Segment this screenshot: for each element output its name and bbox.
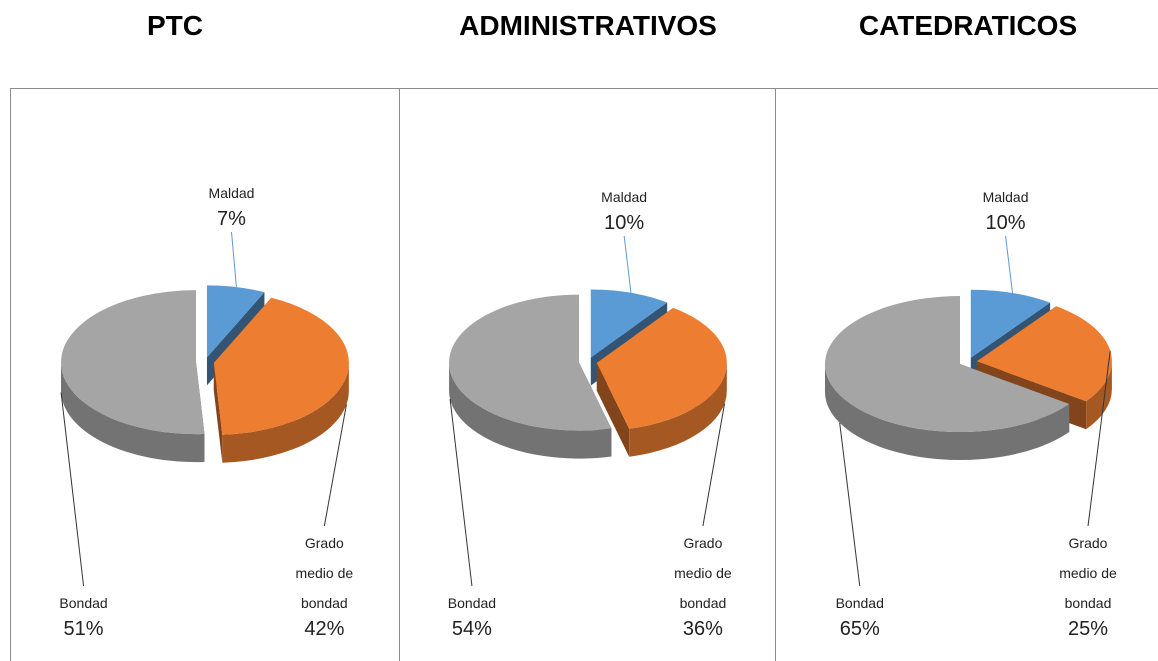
data-label: Grado medio de bondad 36% bbox=[665, 528, 741, 640]
leader-line bbox=[323, 404, 347, 527]
data-label: Maldad 10% bbox=[586, 182, 662, 234]
category-label: Bondad bbox=[59, 595, 108, 611]
data-label: Bondad 54% bbox=[434, 588, 510, 640]
slice bbox=[61, 290, 205, 435]
leader-line bbox=[60, 392, 85, 587]
slice-side bbox=[824, 364, 1070, 461]
chart-title: CATEDRATICOS bbox=[858, 10, 1078, 41]
value-label: 42% bbox=[304, 618, 345, 640]
chart-title: PTC bbox=[147, 10, 203, 41]
slice-side bbox=[61, 362, 205, 463]
value-label: 7% bbox=[217, 208, 246, 230]
value-label: 25% bbox=[1067, 618, 1109, 640]
slice bbox=[590, 289, 668, 358]
value-label: 65% bbox=[839, 618, 880, 640]
slice-cut-face bbox=[213, 362, 223, 463]
data-label: Maldad 7% bbox=[194, 178, 270, 230]
category-label: Maldad bbox=[601, 189, 648, 205]
data-label: Bondad 51% bbox=[46, 588, 122, 640]
slice bbox=[206, 285, 265, 358]
slice bbox=[976, 306, 1112, 402]
category-label: Grado medio de bondad bbox=[295, 535, 354, 611]
slice-side bbox=[449, 362, 612, 459]
value-label: 10% bbox=[985, 212, 1026, 234]
slice bbox=[449, 294, 612, 431]
slice bbox=[824, 296, 1070, 433]
data-label: Grado medio de bondad 42% bbox=[286, 528, 362, 640]
slice-side bbox=[629, 362, 727, 457]
category-label: Bondad bbox=[835, 595, 884, 611]
chart-title: ADMINISTRATIVOS bbox=[459, 10, 717, 41]
leader-line bbox=[1087, 350, 1111, 527]
slice-side bbox=[222, 362, 349, 463]
leader-line bbox=[623, 235, 632, 293]
leader-line bbox=[702, 403, 726, 527]
category-label: Maldad bbox=[982, 189, 1029, 205]
leader-line bbox=[1005, 235, 1013, 294]
leader-line bbox=[449, 399, 473, 587]
chart-panel bbox=[775, 88, 1158, 661]
slice bbox=[596, 307, 727, 429]
data-label: Bondad 65% bbox=[822, 588, 898, 640]
category-label: Maldad bbox=[208, 185, 255, 201]
slice-side bbox=[1086, 361, 1112, 430]
value-label: 54% bbox=[451, 618, 492, 640]
slice bbox=[213, 297, 349, 435]
slice-cut-face bbox=[596, 362, 630, 457]
data-label: Maldad 10% bbox=[968, 182, 1044, 234]
category-label: Grado medio de bondad bbox=[674, 535, 732, 611]
value-label: 51% bbox=[63, 618, 104, 640]
value-label: 36% bbox=[682, 618, 723, 640]
leader-line bbox=[231, 231, 237, 288]
category-label: Grado medio de bondad bbox=[1059, 535, 1117, 611]
data-label: Grado medio de bondad 25% bbox=[1050, 528, 1126, 640]
category-label: Bondad bbox=[447, 595, 497, 611]
slice bbox=[970, 289, 1051, 358]
leader-line bbox=[839, 422, 861, 587]
value-label: 10% bbox=[604, 212, 645, 234]
